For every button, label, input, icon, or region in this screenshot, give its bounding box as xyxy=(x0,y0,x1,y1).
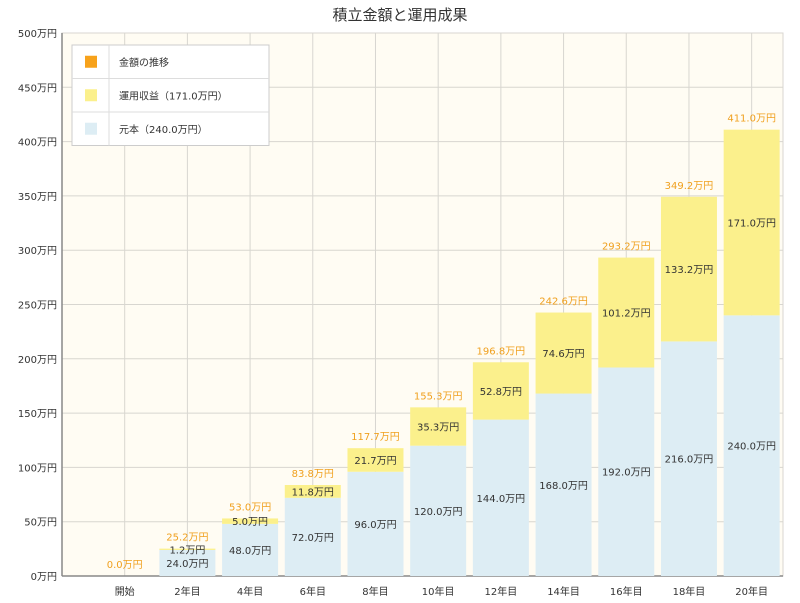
return-label: 5.0万円 xyxy=(232,517,268,528)
x-tick-label: 20年目 xyxy=(735,585,768,598)
return-bar xyxy=(598,257,655,368)
y-tick-label: 400万円 xyxy=(18,138,57,149)
principal-label: 120.0万円 xyxy=(414,507,463,518)
return-bar xyxy=(284,484,341,498)
x-tick-label: 開始 xyxy=(115,585,135,598)
legend-marker-return xyxy=(85,89,97,102)
return-label: 52.8万円 xyxy=(480,387,522,398)
return-label: 101.2万円 xyxy=(602,309,651,320)
total-label: 242.6万円 xyxy=(539,297,588,308)
return-label: 21.7万円 xyxy=(354,456,396,467)
x-tick-label: 10年目 xyxy=(422,585,455,598)
principal-label: 144.0万円 xyxy=(477,494,526,505)
y-tick-label: 450万円 xyxy=(18,83,57,94)
principal-label: 48.0万円 xyxy=(229,546,271,557)
principal-bar xyxy=(660,341,717,576)
return-bar xyxy=(410,407,467,446)
y-tick-label: 50万円 xyxy=(24,518,57,529)
legend-label: 運用収益（171.0万円） xyxy=(119,89,228,102)
principal-bar xyxy=(222,523,279,576)
x-tick-label: 4年目 xyxy=(237,585,263,598)
legend-label: 金額の推移 xyxy=(119,56,169,69)
principal-label: 168.0万円 xyxy=(539,481,588,492)
x-tick-label: 2年目 xyxy=(174,585,200,598)
total-label: 411.0万円 xyxy=(727,114,776,125)
principal-bar xyxy=(472,419,529,576)
y-tick-label: 100万円 xyxy=(18,463,57,474)
principal-bar xyxy=(410,445,467,576)
return-label: 11.8万円 xyxy=(292,487,334,498)
y-tick-label: 0万円 xyxy=(31,572,57,583)
total-label: 117.7万円 xyxy=(351,432,400,443)
legend-marker-principal xyxy=(85,122,97,135)
total-label: 25.2万円 xyxy=(166,533,208,544)
return-bar xyxy=(347,448,404,472)
return-bar xyxy=(472,362,529,420)
total-label: 349.2万円 xyxy=(665,181,714,192)
x-tick-label: 14年目 xyxy=(547,585,580,598)
principal-bar xyxy=(723,315,780,576)
principal-bar xyxy=(535,393,592,576)
return-bar xyxy=(535,312,592,394)
principal-label: 240.0万円 xyxy=(727,442,776,453)
return-bar xyxy=(222,518,279,524)
principal-bar xyxy=(347,471,404,576)
principal-bar xyxy=(598,367,655,576)
return-bar xyxy=(660,196,717,342)
principal-label: 96.0万円 xyxy=(354,520,396,531)
chart-title: 積立金額と運用成果 xyxy=(332,6,468,24)
x-tick-label: 8年目 xyxy=(362,585,388,598)
principal-bar xyxy=(159,549,216,576)
y-tick-label: 250万円 xyxy=(18,301,57,312)
return-bar xyxy=(159,548,216,550)
x-tick-label: 6年目 xyxy=(300,585,326,598)
principal-bar xyxy=(284,497,341,576)
total-label: 196.8万円 xyxy=(477,346,526,357)
total-label: 53.0万円 xyxy=(229,502,271,513)
principal-label: 24.0万円 xyxy=(166,559,208,570)
y-tick-label: 500万円 xyxy=(18,29,57,40)
return-bar xyxy=(723,129,780,316)
return-label: 133.2万円 xyxy=(665,265,714,276)
total-label: 0.0万円 xyxy=(107,560,143,571)
return-label: 35.3万円 xyxy=(417,423,459,434)
principal-label: 192.0万円 xyxy=(602,468,651,479)
y-tick-label: 150万円 xyxy=(18,409,57,420)
principal-label: 72.0万円 xyxy=(292,533,334,544)
y-tick-label: 350万円 xyxy=(18,192,57,203)
legend-box xyxy=(71,44,270,146)
legend-label: 元本（240.0万円） xyxy=(119,123,208,136)
total-label: 83.8万円 xyxy=(292,469,334,480)
total-label: 293.2万円 xyxy=(602,242,651,253)
principal-label: 216.0万円 xyxy=(665,455,714,466)
y-tick-label: 300万円 xyxy=(18,246,57,257)
return-label: 171.0万円 xyxy=(727,219,776,230)
return-label: 74.6万円 xyxy=(542,349,584,360)
total-label: 155.3万円 xyxy=(414,391,463,402)
y-tick-label: 200万円 xyxy=(18,355,57,366)
x-tick-label: 18年目 xyxy=(673,585,706,598)
return-label: 1.2万円 xyxy=(169,545,205,556)
legend-marker-total xyxy=(85,55,97,68)
x-tick-label: 16年目 xyxy=(610,585,643,598)
x-tick-label: 12年目 xyxy=(485,585,518,598)
